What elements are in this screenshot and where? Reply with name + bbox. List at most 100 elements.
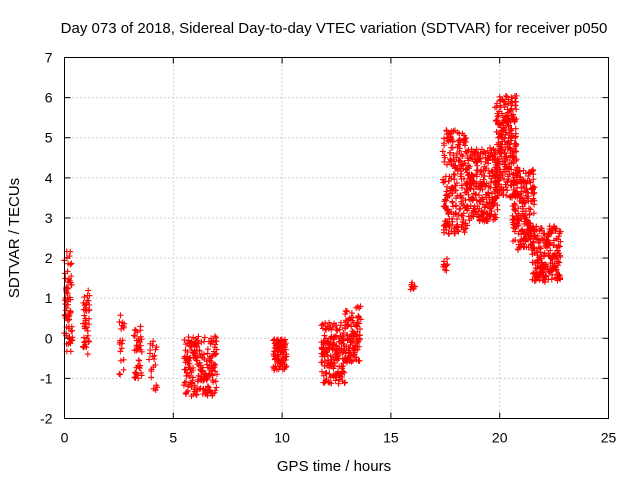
data-point [505, 176, 512, 183]
data-point [339, 333, 346, 340]
data-point [448, 175, 455, 182]
data-point [152, 346, 159, 353]
data-point [349, 314, 356, 321]
data-point [210, 337, 217, 344]
data-point [506, 161, 513, 168]
data-point [527, 179, 534, 186]
data-point [527, 220, 534, 227]
x-tick-label: 10 [274, 430, 290, 446]
data-point [499, 172, 506, 179]
data-point [470, 195, 477, 202]
data-point [510, 153, 517, 160]
data-point [196, 347, 203, 354]
data-point [282, 356, 289, 363]
data-point [512, 125, 519, 132]
data-point [356, 343, 363, 350]
data-point [67, 309, 74, 316]
x-axis-label: GPS time / hours [277, 458, 391, 475]
data-point [210, 379, 217, 386]
data-point [487, 212, 494, 219]
data-point [82, 341, 89, 348]
data-point [82, 304, 89, 311]
data-point [84, 351, 91, 358]
data-point [493, 214, 500, 221]
data-point [547, 247, 554, 254]
x-tick-label: 20 [492, 430, 508, 446]
data-point [318, 322, 325, 329]
data-point [505, 123, 512, 130]
data-point [189, 377, 196, 384]
data-point [344, 308, 351, 315]
data-point [551, 260, 558, 267]
data-point [443, 203, 450, 210]
data-point [117, 348, 124, 355]
data-point [465, 205, 472, 212]
data-point [440, 140, 447, 147]
data-point [511, 200, 518, 207]
data-point [516, 168, 523, 175]
point-cluster [180, 333, 220, 400]
data-point [525, 193, 532, 200]
data-point [501, 98, 508, 105]
data-point [473, 146, 480, 153]
data-point [455, 228, 462, 235]
data-point [68, 273, 75, 280]
data-point [326, 371, 333, 378]
data-point [194, 337, 201, 344]
data-point [282, 340, 289, 347]
data-point [198, 339, 205, 346]
data-point [119, 337, 126, 344]
data-point [213, 371, 220, 378]
data-point [323, 326, 330, 333]
data-point [453, 180, 460, 187]
data-point [68, 282, 75, 289]
data-point [543, 272, 550, 279]
data-point [546, 241, 553, 248]
data-point [82, 317, 89, 324]
data-point [190, 364, 197, 371]
data-point [204, 361, 211, 368]
data-point [120, 356, 127, 363]
data-point [449, 199, 456, 206]
data-point [195, 333, 202, 340]
data-point [445, 209, 452, 216]
data-point [465, 146, 472, 153]
data-point [491, 151, 498, 158]
data-point [530, 176, 537, 183]
data-point [191, 382, 198, 389]
data-point [348, 323, 355, 330]
data-point [64, 285, 71, 292]
data-point [326, 346, 333, 353]
data-point [526, 210, 533, 217]
data-point [531, 197, 538, 204]
data-point [120, 366, 127, 373]
data-point [460, 210, 467, 217]
data-point [69, 327, 76, 334]
data-point [131, 333, 138, 340]
data-point [549, 227, 556, 234]
data-point [461, 142, 468, 149]
data-point [530, 167, 537, 174]
data-point [451, 171, 458, 178]
data-point [85, 321, 92, 328]
data-point [281, 336, 288, 343]
data-point [553, 255, 560, 262]
data-point [186, 355, 193, 362]
data-point [517, 194, 524, 201]
data-point [331, 333, 338, 340]
data-point [462, 225, 469, 232]
data-point [121, 320, 128, 327]
data-point [508, 105, 515, 112]
data-point [460, 175, 467, 182]
y-tick-label: 7 [45, 50, 53, 66]
data-point [557, 254, 564, 261]
data-point [503, 192, 510, 199]
data-point [341, 369, 348, 376]
data-point [488, 167, 495, 174]
data-point [411, 283, 418, 290]
data-point [356, 335, 363, 342]
data-point [354, 328, 361, 335]
data-point [116, 370, 123, 377]
data-point [457, 205, 464, 212]
data-point [515, 205, 522, 212]
